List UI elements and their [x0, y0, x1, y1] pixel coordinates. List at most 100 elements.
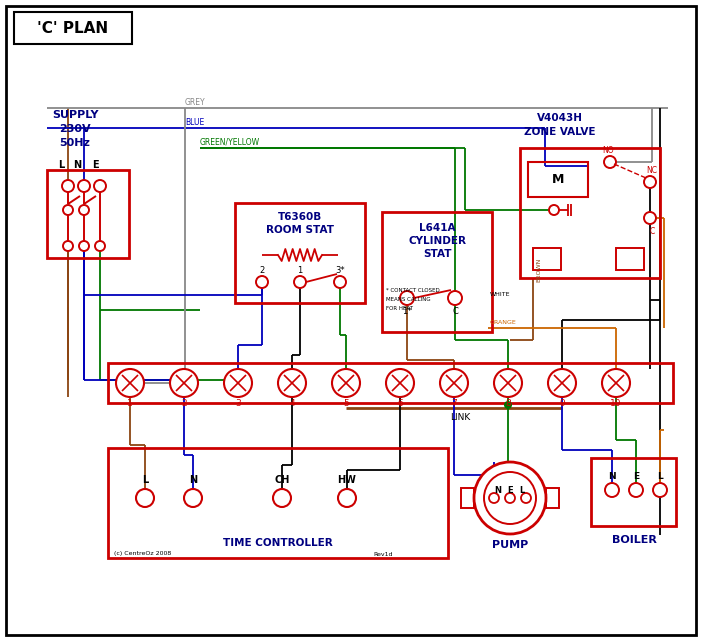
Text: STAT: STAT	[423, 249, 451, 259]
Circle shape	[400, 291, 414, 305]
Bar	[235, 203, 365, 303]
Text: 3*: 3*	[335, 265, 345, 274]
Text: L: L	[519, 485, 524, 494]
Circle shape	[548, 369, 576, 397]
Text: GREY: GREY	[185, 97, 206, 106]
Text: 230V: 230V	[59, 124, 91, 134]
Circle shape	[448, 291, 462, 305]
Circle shape	[504, 401, 512, 409]
Text: LINK: LINK	[450, 413, 470, 422]
Text: 9: 9	[559, 399, 565, 408]
Bar	[520, 148, 660, 278]
Text: MEANS CALLING: MEANS CALLING	[386, 297, 430, 301]
Bar	[461, 488, 474, 508]
Text: 1*: 1*	[402, 306, 412, 315]
Circle shape	[521, 493, 531, 503]
Circle shape	[136, 489, 154, 507]
Text: PUMP: PUMP	[492, 540, 528, 550]
Circle shape	[386, 369, 414, 397]
Text: HW: HW	[338, 475, 357, 485]
Text: 2: 2	[259, 265, 265, 274]
Text: BROWN: BROWN	[536, 258, 541, 282]
Circle shape	[95, 241, 105, 251]
Text: 1: 1	[298, 265, 303, 274]
Bar	[546, 488, 559, 508]
Circle shape	[79, 205, 89, 215]
Circle shape	[170, 369, 198, 397]
Text: SUPPLY: SUPPLY	[52, 110, 98, 120]
Text: 2: 2	[181, 399, 187, 408]
Text: CYLINDER: CYLINDER	[408, 236, 466, 246]
Circle shape	[63, 205, 73, 215]
Circle shape	[629, 483, 643, 497]
Text: N: N	[73, 160, 81, 170]
Circle shape	[94, 180, 106, 192]
Circle shape	[602, 369, 630, 397]
Text: V4043H: V4043H	[537, 113, 583, 123]
Circle shape	[474, 462, 546, 534]
Text: E: E	[633, 472, 639, 481]
Bar	[591, 458, 676, 526]
Text: N: N	[494, 485, 501, 494]
Circle shape	[644, 176, 656, 188]
Circle shape	[338, 489, 356, 507]
Text: 4: 4	[289, 399, 295, 408]
Bar	[108, 448, 448, 558]
Circle shape	[116, 369, 144, 397]
Text: BOILER: BOILER	[611, 535, 656, 545]
Bar	[616, 248, 644, 270]
Text: T6360B: T6360B	[278, 212, 322, 222]
Circle shape	[334, 276, 346, 288]
Text: * CONTACT CLOSED: * CONTACT CLOSED	[386, 288, 439, 292]
Text: C: C	[649, 226, 655, 235]
Text: 'C' PLAN: 'C' PLAN	[37, 21, 109, 35]
Bar	[382, 212, 492, 332]
Bar	[108, 363, 673, 403]
Circle shape	[440, 369, 468, 397]
Text: 1: 1	[127, 399, 133, 408]
Circle shape	[494, 369, 522, 397]
Circle shape	[184, 489, 202, 507]
Bar	[533, 248, 561, 270]
Circle shape	[505, 493, 515, 503]
Circle shape	[549, 205, 559, 215]
Text: L641A: L641A	[419, 223, 456, 233]
Text: NO: NO	[602, 146, 614, 154]
Text: 50Hz: 50Hz	[60, 138, 91, 148]
Text: 8: 8	[505, 399, 511, 408]
Text: C: C	[452, 306, 458, 315]
Circle shape	[605, 483, 619, 497]
Text: WHITE: WHITE	[490, 292, 510, 297]
Circle shape	[604, 156, 616, 168]
Text: L: L	[58, 160, 64, 170]
Text: E: E	[507, 485, 513, 494]
Circle shape	[78, 180, 90, 192]
Circle shape	[256, 276, 268, 288]
Text: N: N	[189, 475, 197, 485]
Text: FOR HEAT: FOR HEAT	[386, 306, 413, 310]
Text: (c) CentreOz 2008: (c) CentreOz 2008	[114, 551, 171, 556]
Text: 7: 7	[451, 399, 457, 408]
Text: GREEN/YELLOW: GREEN/YELLOW	[200, 138, 260, 147]
Text: N: N	[608, 472, 616, 481]
Text: E: E	[92, 160, 98, 170]
Text: BLUE: BLUE	[185, 117, 204, 126]
Circle shape	[489, 493, 499, 503]
Text: ZONE VALVE: ZONE VALVE	[524, 127, 596, 137]
Text: NC: NC	[647, 165, 658, 174]
Text: 5: 5	[343, 399, 349, 408]
Text: 10: 10	[610, 399, 622, 408]
Circle shape	[332, 369, 360, 397]
Text: CH: CH	[274, 475, 290, 485]
Circle shape	[484, 472, 536, 524]
Text: Rev1d: Rev1d	[373, 551, 392, 556]
Text: M: M	[552, 172, 564, 185]
Bar	[47, 170, 129, 258]
Circle shape	[644, 212, 656, 224]
Text: 3: 3	[235, 399, 241, 408]
Text: 6: 6	[397, 399, 403, 408]
Circle shape	[294, 276, 306, 288]
Circle shape	[278, 369, 306, 397]
Circle shape	[79, 241, 89, 251]
Text: L: L	[142, 475, 148, 485]
